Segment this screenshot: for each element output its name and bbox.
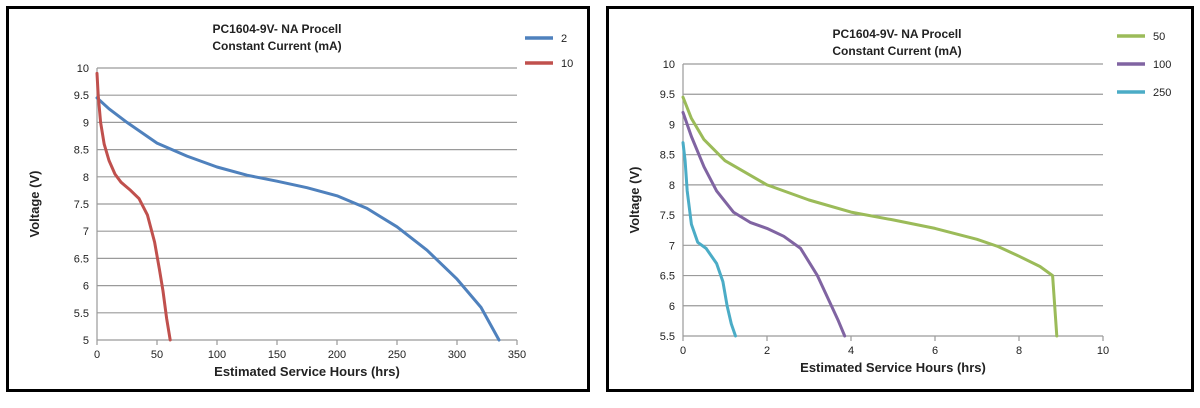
x-tick-label: 0	[680, 345, 686, 357]
y-tick-label: 6	[669, 301, 675, 313]
y-tick-label: 10	[663, 59, 675, 71]
series-line-10	[95, 71, 172, 342]
y-tick-label: 10	[77, 63, 89, 75]
x-tick-label: 300	[448, 349, 466, 361]
y-tick-label: 8.5	[660, 150, 675, 162]
x-tick-label: 100	[208, 349, 226, 361]
y-tick-label: 9.5	[660, 89, 675, 101]
chart-left: PC1604-9V- NA Procell Constant Current (m…	[27, 22, 573, 379]
x-tick-label: 4	[848, 345, 854, 357]
legend-label-100: 100	[1153, 59, 1171, 71]
series-line-250	[681, 141, 737, 338]
y-tick-label: 9.5	[74, 90, 89, 102]
x-tick-label: 0	[94, 349, 100, 361]
y-tick-label: 5	[83, 335, 89, 347]
x-axis-label: Estimated Service Hours (hrs)	[800, 360, 986, 375]
y-tick-label: 7.5	[74, 199, 89, 211]
x-tick-label: 350	[508, 349, 526, 361]
y-tick-label: 9	[669, 119, 675, 131]
chart-title-line-1: Constant Current (mA)	[832, 44, 961, 58]
series-line-100	[681, 110, 847, 338]
legend-label-2: 2	[561, 33, 567, 45]
y-tick-label: 6.5	[660, 271, 675, 283]
y-tick-label: 9	[83, 117, 89, 129]
chart-panel-left: PC1604-9V- NA Procell Constant Current (m…	[6, 6, 590, 392]
x-axis-label: Estimated Service Hours (hrs)	[214, 364, 400, 379]
y-tick-label: 7.5	[660, 210, 675, 222]
y-tick-label: 7	[83, 226, 89, 238]
x-tick-label: 200	[328, 349, 346, 361]
chart-title-line-0: PC1604-9V- NA Procell	[213, 22, 342, 36]
x-tick-label: 8	[1016, 345, 1022, 357]
x-tick-label: 50	[151, 349, 163, 361]
x-tick-label: 150	[268, 349, 286, 361]
legend-label-10: 10	[561, 58, 573, 70]
chart-title-line-1: Constant Current (mA)	[212, 39, 341, 53]
chart-panel-right: PC1604-9V- NA Procell Constant Current (m…	[606, 6, 1194, 392]
legend-label-250: 250	[1153, 87, 1171, 99]
y-tick-label: 6	[83, 281, 89, 293]
x-tick-label: 10	[1097, 345, 1109, 357]
chart-title-line-0: PC1604-9V- NA Procell	[833, 27, 962, 41]
y-tick-label: 8.5	[74, 145, 89, 157]
y-tick-label: 8	[669, 180, 675, 192]
y-axis-label: Voltage (V)	[627, 167, 642, 234]
x-tick-label: 6	[932, 345, 938, 357]
series-line-50	[681, 95, 1059, 338]
y-tick-label: 8	[83, 172, 89, 184]
y-tick-label: 5.5	[74, 308, 89, 320]
y-tick-label: 6.5	[74, 253, 89, 265]
x-tick-label: 2	[764, 345, 770, 357]
chart-right: PC1604-9V- NA Procell Constant Current (m…	[627, 27, 1171, 375]
y-axis-label: Voltage (V)	[27, 171, 42, 238]
y-tick-label: 7	[669, 240, 675, 252]
x-tick-label: 250	[388, 349, 406, 361]
y-tick-label: 5.5	[660, 331, 675, 343]
legend-label-50: 50	[1153, 31, 1165, 43]
series-line-2	[95, 96, 501, 342]
